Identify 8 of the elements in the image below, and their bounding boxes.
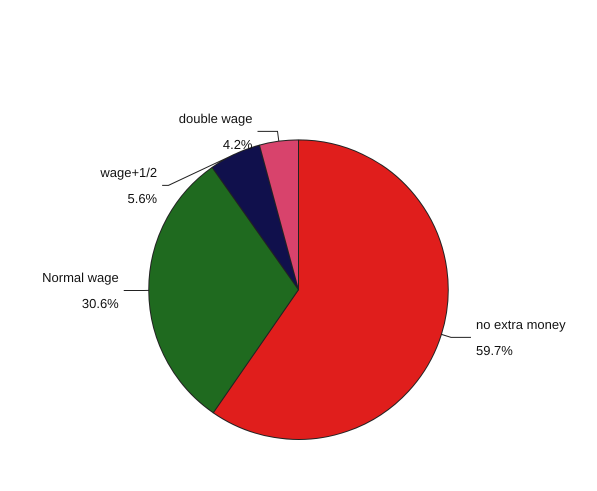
slice-label: no extra money (476, 316, 566, 332)
data-label: 5.6% (127, 190, 158, 206)
slice-label: Normal wage (42, 270, 119, 285)
slice-label: wage+1/2 (99, 164, 158, 180)
slice-label: double wage (178, 110, 253, 126)
data-label: 4.2% (222, 136, 253, 152)
data-label: 59.7% (476, 342, 514, 358)
data-label: 30.6% (82, 296, 120, 311)
